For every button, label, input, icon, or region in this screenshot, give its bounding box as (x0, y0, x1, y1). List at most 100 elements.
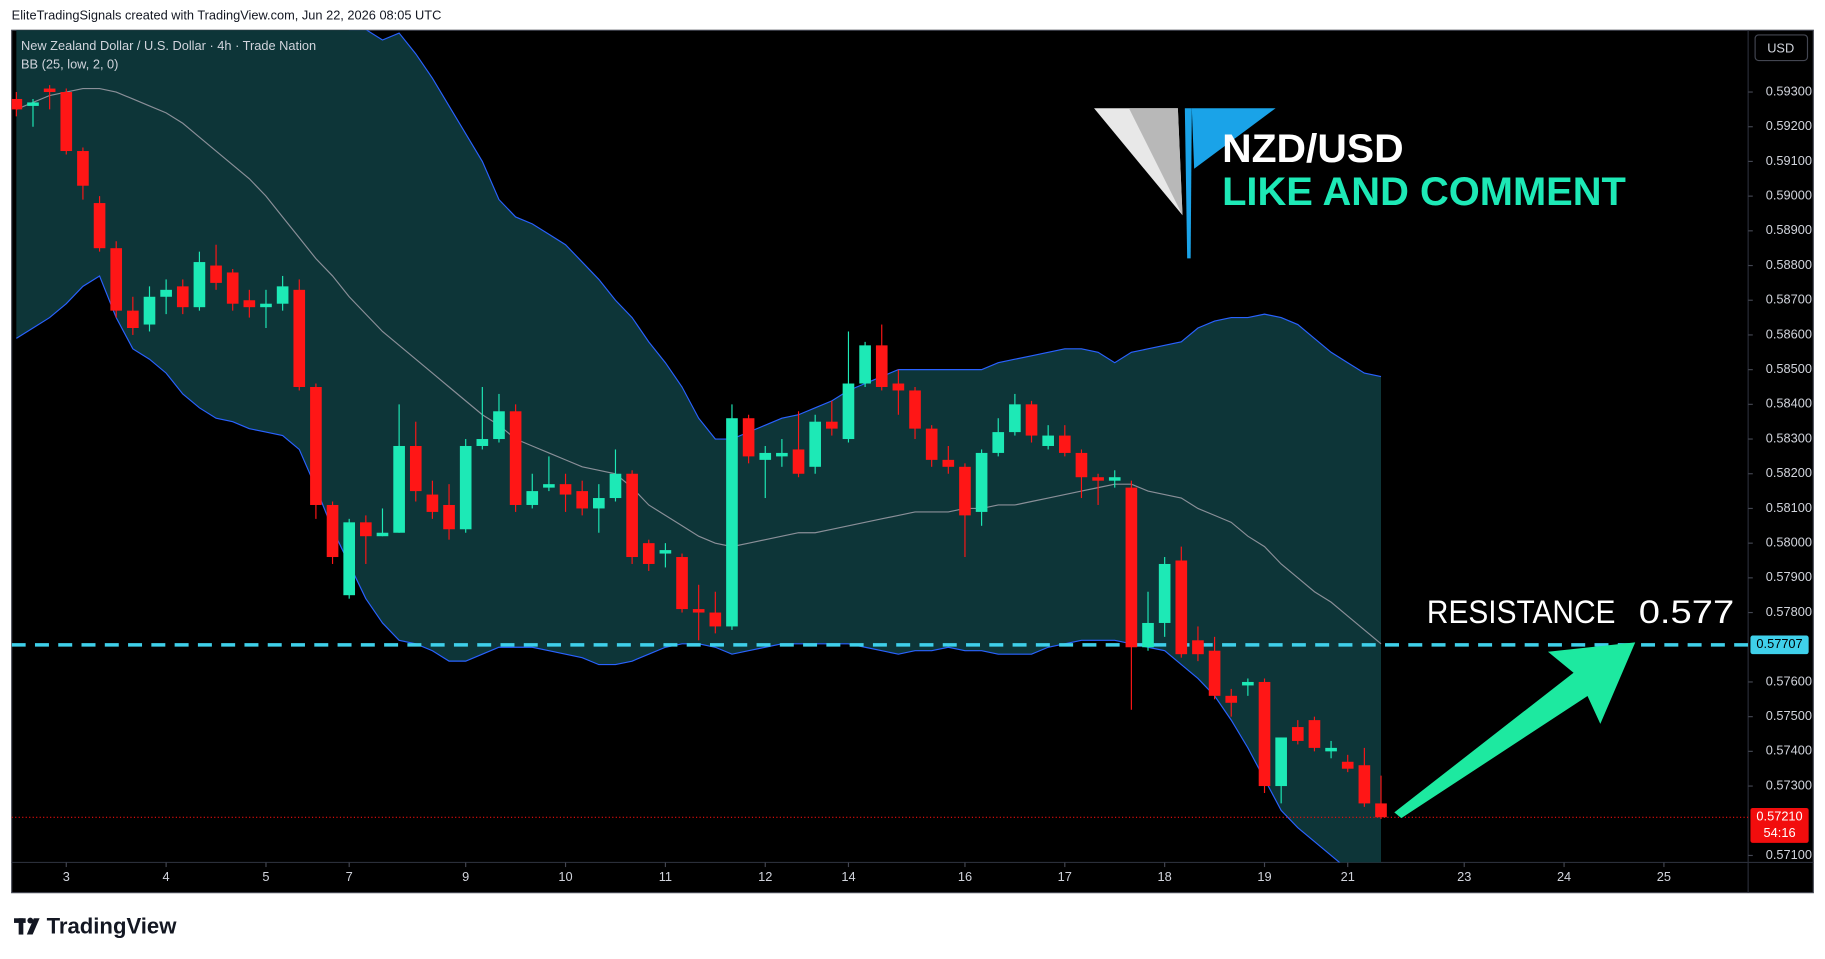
x-tick-label: 11 (659, 869, 672, 884)
y-tick-label: 0.58800 (1766, 257, 1812, 272)
y-tick-label: 0.58700 (1766, 292, 1812, 307)
bollinger-fill (16, 30, 1382, 863)
candle-body (493, 411, 505, 440)
y-tick-label: 0.59200 (1766, 118, 1812, 133)
candle-body (925, 428, 938, 460)
candle-body (859, 345, 871, 384)
y-tick-label: 0.58000 (1766, 535, 1812, 550)
candle-body (1025, 404, 1038, 436)
candle-body (310, 386, 322, 505)
candle-body (93, 203, 106, 249)
y-tick-label: 0.58500 (1766, 361, 1812, 376)
currency-button[interactable]: USD (1754, 34, 1809, 62)
y-tick-label: 0.59100 (1766, 153, 1812, 168)
candle-body (160, 289, 172, 297)
x-tick-label: 23 (1457, 869, 1471, 884)
y-tick-label: 0.58200 (1766, 465, 1812, 480)
candle-body (326, 504, 339, 558)
candle-body (43, 88, 56, 93)
candle-body (77, 151, 89, 186)
x-tick-label: 16 (958, 869, 972, 884)
candle-body (975, 452, 988, 512)
brand-mark (18, 918, 24, 935)
y-tick-label: 0.57900 (1766, 569, 1812, 584)
candle-body (426, 494, 439, 512)
candle-body (676, 557, 688, 610)
overlay-pair: NZD/USD (1222, 127, 1404, 171)
x-tick-label: 18 (1158, 869, 1172, 884)
candle-body (1358, 765, 1371, 804)
candle-body (659, 550, 672, 554)
candle-body (1225, 695, 1238, 703)
candle-body (176, 286, 189, 308)
x-tick-label: 19 (1257, 869, 1271, 884)
y-tick-label: 0.59000 (1766, 188, 1812, 203)
x-tick-label: 25 (1657, 869, 1671, 884)
candle-body (27, 102, 39, 106)
candle-body (1075, 452, 1088, 478)
x-tick-label: 10 (558, 869, 572, 884)
currency-button-box[interactable] (1754, 34, 1809, 62)
y-tick-label: 0.58600 (1766, 326, 1812, 341)
candle-body (1208, 650, 1221, 696)
candle-body (393, 445, 405, 533)
candle-body (443, 504, 455, 530)
price-line-label: 0.57707 (1756, 636, 1802, 651)
candle-body (1058, 435, 1071, 453)
candle-body (842, 383, 855, 440)
candle-body (875, 345, 888, 387)
candle-body (360, 522, 372, 537)
y-tick-label: 0.58100 (1766, 500, 1812, 515)
resistance-text: RESISTANCE (1427, 594, 1616, 630)
candle-body (1042, 435, 1054, 446)
candle-body (609, 473, 622, 499)
candle-body (60, 92, 73, 152)
brand-mark (27, 917, 34, 924)
price-line-label-box (1750, 635, 1809, 655)
candle-body (1242, 681, 1254, 686)
y-tick-label: 0.58300 (1766, 430, 1812, 445)
candle-body (825, 421, 838, 429)
candle-body (509, 411, 522, 505)
axes: 0.57100 0.57300 0.57400 0.57500 0.57600 0.578… (63, 83, 1812, 884)
candle-body (210, 265, 222, 283)
candle-body (343, 522, 356, 596)
resistance-level: 0.577 (1639, 594, 1734, 630)
candle-body (260, 303, 272, 308)
candle-body (143, 296, 156, 325)
candle-body (1308, 720, 1321, 748)
brand-name: TradingView (47, 913, 178, 938)
candle-body (576, 491, 589, 509)
currency-button-label[interactable]: USD (1767, 40, 1794, 55)
candle-body (1009, 404, 1021, 433)
y-tick-label: 0.57400 (1766, 743, 1812, 758)
candle-body (1175, 560, 1188, 655)
candle-body (1275, 737, 1287, 787)
x-tick-label: 4 (163, 869, 170, 884)
candle-body (892, 383, 905, 391)
candle-body (709, 612, 722, 627)
candle-body (742, 418, 755, 457)
candle-body (642, 543, 655, 564)
y-tick-label: 0.57600 (1766, 673, 1812, 688)
candle-body (1092, 477, 1104, 481)
last-price-box (1750, 807, 1809, 843)
candle-body (110, 248, 123, 311)
candle-body (1158, 563, 1171, 623)
y-tick-label: 0.59300 (1766, 83, 1812, 98)
candle-body (776, 452, 788, 457)
candle-body (276, 286, 289, 304)
candle-body (226, 272, 239, 304)
brand-mark (26, 918, 40, 935)
candle-body (909, 390, 921, 429)
candle-body (409, 445, 422, 492)
candle-body (243, 300, 256, 308)
candle-body (11, 98, 23, 110)
chart-title: New Zealand Dollar / U.S. Dollar · 4h · … (21, 38, 316, 53)
logo-flag (1191, 108, 1276, 169)
x-tick-label: 3 (63, 869, 70, 884)
candle-body (1291, 727, 1304, 741)
candle-body (809, 421, 821, 467)
